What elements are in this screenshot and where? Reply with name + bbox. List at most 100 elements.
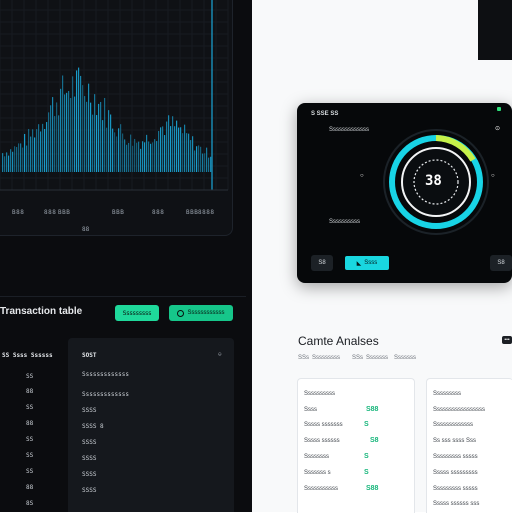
card-row-label: Sssssssss sssss — [433, 454, 478, 460]
card-row-label: Sssssssssss — [304, 486, 339, 492]
secondary-action-button[interactable]: Ssssssssssss — [169, 305, 233, 321]
card-header: Ssssssssss — [304, 391, 336, 397]
table-cell: SS — [26, 452, 34, 459]
card-row-value: S — [364, 453, 369, 460]
analytics-title: Camte Analses — [298, 334, 379, 348]
chart-bar — [80, 75, 82, 172]
card-header: Sssssssss — [433, 391, 462, 397]
chart-bar — [194, 150, 196, 172]
gauge-card-title: S SSE SS — [311, 111, 339, 117]
analytics-subtitle: SSs — [352, 355, 364, 361]
more-options-icon[interactable]: ••• — [502, 336, 512, 344]
card-row-value: S — [364, 421, 369, 428]
chart-bar — [6, 152, 8, 172]
gauge-label-bottom: Ssssssssss — [329, 219, 361, 225]
card-row-label: Ss sss ssss Sss — [433, 438, 477, 444]
overflow-icon[interactable]: ⊖ — [218, 351, 222, 358]
analytics-card-1: Ssssssssss Ssss S88 Sssss sssssss S Ssss… — [297, 378, 415, 513]
chart-bar — [120, 124, 122, 172]
card-row-value: S8 — [370, 437, 379, 444]
chart-bar — [178, 127, 180, 172]
play-icon: ◣ — [356, 260, 362, 267]
gauge-left-button[interactable]: S8 — [311, 255, 333, 271]
chart-bar — [156, 141, 158, 172]
card-row-label: Sssss sssssssss — [433, 470, 478, 476]
chart-bar — [168, 115, 170, 172]
chart-bar — [94, 94, 96, 172]
chart-bar — [20, 143, 22, 172]
chart-bar — [30, 136, 32, 172]
chart-bar — [184, 124, 186, 172]
table-cell: 88 — [26, 420, 34, 427]
chart-bar — [88, 83, 90, 172]
chart-bar — [82, 85, 84, 172]
chart-bar — [116, 136, 118, 172]
chart-bar — [186, 133, 188, 172]
chart-bar — [96, 115, 98, 172]
table-cell: 88 — [26, 484, 34, 491]
node-right-icon: ○ — [491, 173, 495, 179]
table-cell: 8S — [26, 500, 34, 507]
chart-bar — [52, 97, 54, 172]
card-row-label: Sssss sssssss — [304, 422, 343, 428]
gauge-label-top: Sssssssssssss — [329, 127, 370, 133]
table-cell: SS — [26, 373, 34, 380]
card-row-value: S88 — [366, 485, 379, 492]
chart-bar — [86, 101, 88, 172]
chart-bar — [108, 110, 110, 172]
chart-bar — [154, 139, 156, 172]
card-row-label: Sssssss s — [304, 470, 331, 476]
chart-bar — [130, 134, 132, 172]
chart-bar — [146, 134, 148, 172]
chart-bar — [140, 148, 142, 172]
chart-bar — [90, 102, 92, 172]
transaction-detail-panel: SOST ⊖ Sssssssssssss Sssssssssssss SSSS … — [68, 338, 234, 512]
chart-tick-label: 888 — [44, 209, 57, 216]
chart-bar — [150, 143, 152, 172]
chart-bar — [152, 142, 154, 172]
table-cell: Sssssssssssss — [82, 371, 129, 378]
gauge-primary-button[interactable]: ◣ Ssss — [345, 256, 389, 270]
chart-bar — [176, 120, 178, 172]
chart-tick-label: 8888 — [198, 209, 215, 216]
chart-tick-label: BBB — [58, 209, 71, 216]
chart-bar — [98, 103, 100, 172]
chart-bar — [134, 138, 136, 172]
gauge-right-button[interactable]: S8 — [490, 255, 512, 271]
node-left-icon: ○ — [360, 173, 364, 179]
chart-bar — [58, 115, 60, 172]
chart-bar — [26, 145, 28, 172]
chart-bar — [138, 141, 140, 172]
chart-bar — [190, 140, 192, 172]
table-cell: SSSS — [82, 471, 97, 478]
chart-bar — [46, 122, 48, 172]
chart-bar — [158, 130, 160, 172]
secondary-action-label: Ssssssssssss — [187, 310, 225, 316]
frequency-chart — [0, 0, 229, 191]
chart-bar — [68, 90, 70, 172]
chart-bar — [38, 124, 40, 172]
chart-bar — [8, 155, 10, 172]
chart-bar — [192, 136, 194, 172]
gauge-outer-ring — [383, 129, 489, 235]
chart-bar — [206, 147, 208, 172]
table-cell: SSSS — [82, 407, 97, 414]
analytics-card-2: Sssssssss Sssssssssssssssss Ssssssssssss… — [426, 378, 512, 513]
chart-bar — [172, 116, 174, 172]
chart-bar — [56, 102, 58, 172]
table-cell: SSSS — [82, 439, 97, 446]
primary-action-button[interactable]: Sssssssss — [115, 305, 159, 321]
chart-bar — [148, 141, 150, 172]
chart-bar — [204, 153, 206, 172]
chart-bar — [122, 133, 124, 172]
chart-bar — [180, 127, 182, 172]
chart-bar — [100, 101, 102, 172]
chart-bar — [84, 96, 86, 172]
settings-icon[interactable]: ⊙ — [495, 126, 501, 132]
card-row-label: Ssssssss — [304, 454, 330, 460]
detail-header: SOST — [82, 352, 97, 359]
chart-bar — [166, 121, 168, 172]
edge-panel — [478, 0, 512, 60]
gauge-card: S SSE SS Sssssssssssss ⊙ Ssssssssss ○ ○ … — [297, 103, 512, 283]
chart-bar — [182, 133, 184, 172]
